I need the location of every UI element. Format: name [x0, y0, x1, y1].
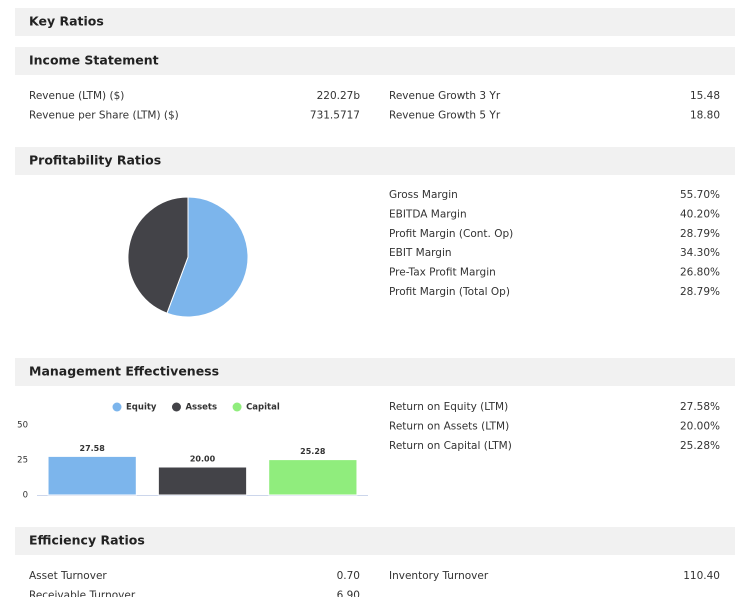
bar [268, 459, 358, 496]
ratio-value: 18.80 [690, 109, 720, 121]
ratio-value: 28.79% [680, 286, 720, 298]
ratio-value: 110.40 [683, 570, 720, 582]
ratio-label: Revenue per Share (LTM) ($) [29, 109, 179, 121]
section-title: Profitability Ratios [29, 153, 161, 168]
legend-swatch [171, 402, 181, 412]
section-title: Income Statement [29, 53, 159, 68]
ratio-value: 15.48 [690, 90, 720, 102]
pie-slice [166, 196, 249, 318]
ratio-value: 731.5717 [310, 109, 360, 121]
legend-swatch [112, 402, 122, 412]
y-tick-label: 50 [17, 421, 28, 431]
ratio-value: 20.00% [680, 420, 720, 432]
ratio-label: Gross Margin [389, 189, 458, 201]
ratio-value: 0.70 [337, 570, 360, 582]
ratio-value: 55.70% [680, 189, 720, 201]
ratio-label: Profit Margin (Cont. Op) [389, 228, 513, 240]
page-title: Key Ratios [29, 14, 104, 29]
ratio-label: Return on Capital (LTM) [389, 440, 512, 452]
ratio-value: 40.20% [680, 208, 720, 220]
ratio-value: 220.27b [317, 90, 361, 102]
ratio-label: EBITDA Margin [389, 208, 467, 220]
ratio-label: Revenue (LTM) ($) [29, 90, 124, 102]
section-bar [15, 147, 735, 175]
ratio-label: EBIT Margin [389, 247, 452, 259]
ratio-value: 28.79% [680, 228, 720, 240]
ratio-value: 34.30% [680, 247, 720, 259]
value-label: 27.58 [80, 444, 106, 453]
section-bar [15, 47, 735, 75]
ratio-value: 26.80% [680, 267, 720, 279]
ratio-label: Inventory Turnover [389, 570, 489, 582]
value-label: 25.28 [300, 447, 326, 456]
section-bar [15, 358, 735, 386]
value-label: 20.00 [190, 455, 216, 464]
ratio-value: 25.28% [680, 440, 720, 452]
section-bar [15, 527, 735, 555]
legend-label: Assets [185, 403, 217, 413]
ratio-label: Revenue Growth 5 Yr [389, 109, 501, 121]
bar [157, 466, 248, 496]
ratio-value: 6.90 [337, 589, 360, 597]
y-tick-label: 25 [17, 456, 28, 466]
legend-label: Capital [246, 403, 280, 413]
title-bar [15, 8, 735, 36]
legend-swatch [232, 402, 242, 412]
ratio-label: Receivable Turnover [29, 589, 136, 597]
ratio-value: 27.58% [680, 401, 720, 413]
y-tick-label: 0 [23, 491, 28, 501]
pie-slice [127, 196, 189, 314]
ratio-label: Revenue Growth 3 Yr [389, 90, 501, 102]
bar [47, 455, 137, 496]
ratio-label: Return on Assets (LTM) [389, 420, 509, 432]
section-title: Efficiency Ratios [29, 533, 145, 548]
section-title: Management Effectiveness [29, 364, 219, 379]
ratio-label: Return on Equity (LTM) [389, 401, 508, 413]
ratio-label: Pre-Tax Profit Margin [389, 267, 496, 279]
ratio-label: Profit Margin (Total Op) [389, 286, 510, 298]
ratio-label: Asset Turnover [29, 570, 107, 582]
legend-label: Equity [126, 403, 157, 413]
